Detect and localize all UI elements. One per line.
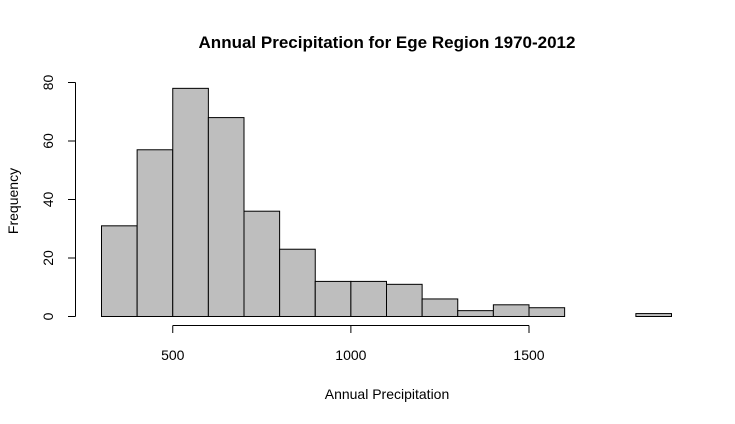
y-axis-label: Frequency <box>5 168 21 234</box>
histogram-bar-4 <box>243 210 281 317</box>
x-axis: 500 1000 1500 <box>161 325 545 363</box>
histogram-bar-5 <box>279 248 316 318</box>
histogram-bar-0 <box>101 225 138 317</box>
histogram-bar-6 <box>314 280 352 317</box>
histogram-bar-8 <box>386 283 423 318</box>
histogram-bar-11 <box>492 304 530 317</box>
histogram-bar-10 <box>457 310 494 317</box>
x-tick-label-1: 1000 <box>335 347 366 363</box>
x-tick-label-0: 500 <box>161 347 185 363</box>
histogram-bar-7 <box>350 280 387 317</box>
x-tick-label-2: 1500 <box>513 347 544 363</box>
x-axis-label: Annual Precipitation <box>325 386 450 402</box>
y-tick-label-4: 80 <box>40 75 56 91</box>
histogram-bar-3 <box>207 117 245 317</box>
y-tick-label-1: 20 <box>40 250 56 266</box>
histogram-bar-1 <box>136 149 174 317</box>
histogram-bar-15 <box>635 313 672 318</box>
chart-title: Annual Precipitation for Ege Region 1970… <box>199 33 576 52</box>
bars-group <box>101 87 672 318</box>
y-axis: 0 20 40 60 80 <box>40 75 76 320</box>
histogram-bar-12 <box>528 307 566 318</box>
histogram-bar-2 <box>172 87 209 317</box>
y-tick-label-3: 60 <box>40 133 56 149</box>
histogram-bar-9 <box>421 298 459 318</box>
y-tick-label-2: 40 <box>40 192 56 208</box>
y-tick-label-0: 0 <box>40 312 56 320</box>
